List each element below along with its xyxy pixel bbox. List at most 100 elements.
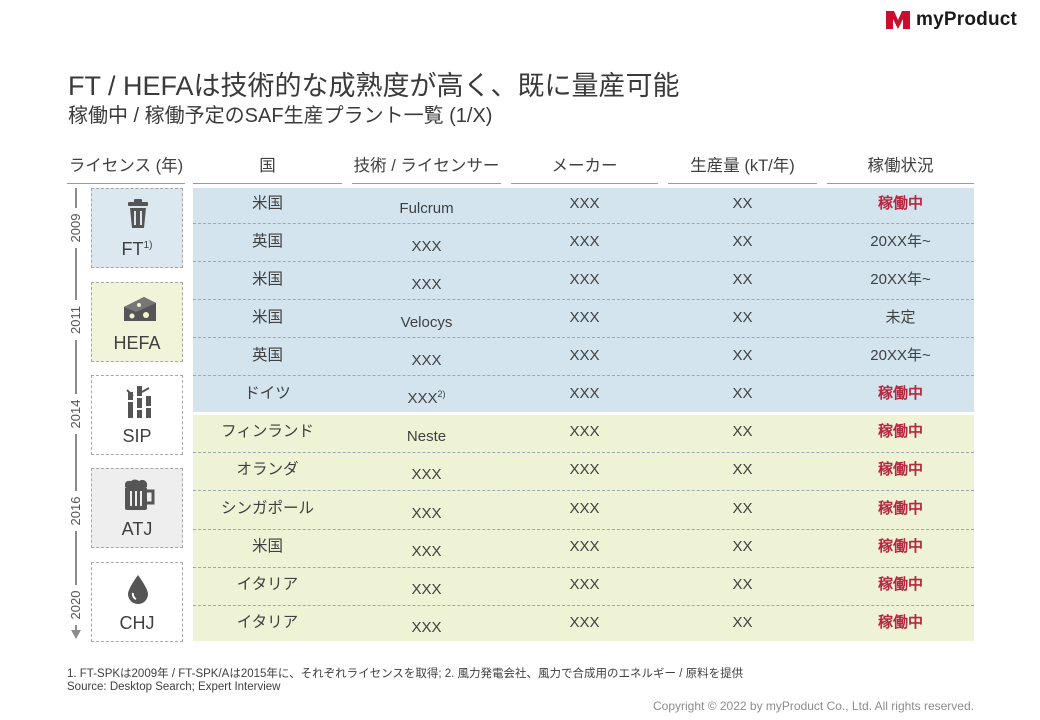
- cheese-icon: [124, 297, 156, 321]
- capacity-cell: XX: [732, 576, 753, 593]
- column-header-tech: 技術 / ライセンサー: [352, 152, 501, 184]
- country-cell: オランダ: [236, 461, 299, 478]
- status-cell: 稼働中: [877, 614, 923, 631]
- capacity-cell: XX: [732, 385, 753, 402]
- ft-rows-band: [193, 188, 974, 412]
- tech-cell: XXX: [411, 276, 442, 293]
- column-header-status: 稼働状況: [827, 152, 974, 184]
- timeline-year: 2014: [66, 394, 86, 434]
- brand-logo: myProduct: [886, 9, 1017, 31]
- maker-cell: XXX: [569, 385, 600, 402]
- license-label-ft: FT1): [121, 239, 153, 259]
- maker-cell: XXX: [569, 461, 600, 478]
- capacity-cell: XX: [732, 500, 753, 517]
- timeline-year: 2016: [66, 491, 86, 531]
- capacity-cell: XX: [732, 309, 753, 326]
- license-box-ft: FT1): [91, 188, 183, 268]
- brand-name: myProduct: [916, 9, 1018, 30]
- status-cell: 稼働中: [877, 538, 923, 555]
- row-divider: [193, 605, 974, 606]
- country-cell: 米国: [251, 309, 283, 326]
- license-label-atj: ATJ: [121, 519, 153, 539]
- tech-cell: XXX: [411, 238, 442, 255]
- brand-mark-icon: [886, 11, 910, 29]
- tech-cell: Fulcrum: [399, 200, 454, 217]
- country-cell: イタリア: [236, 576, 299, 593]
- maker-cell: XXX: [569, 347, 600, 364]
- trash-can-icon: [128, 199, 148, 228]
- water-drop-icon: [128, 575, 148, 604]
- country-cell: 米国: [251, 271, 283, 288]
- country-cell: シンガポール: [220, 500, 314, 517]
- tech-cell: XXX2): [407, 389, 446, 407]
- capacity-cell: XX: [732, 233, 753, 250]
- maker-cell: XXX: [569, 233, 600, 250]
- country-cell: フィンランド: [221, 423, 314, 440]
- country-cell: 米国: [251, 538, 283, 555]
- capacity-cell: XX: [732, 614, 753, 631]
- status-cell: 20XX年~: [870, 347, 931, 364]
- source-note: Source: Desktop Search; Expert Interview: [67, 681, 281, 693]
- license-box-sip: SIP: [91, 375, 183, 455]
- status-cell: 20XX年~: [870, 233, 931, 250]
- timeline-year: 2009: [66, 208, 86, 248]
- maker-cell: XXX: [569, 576, 600, 593]
- capacity-cell: XX: [732, 461, 753, 478]
- maker-cell: XXX: [569, 538, 600, 555]
- license-label-chj: CHJ: [119, 613, 155, 633]
- license-box-chj: CHJ: [91, 562, 183, 642]
- status-cell: 未定: [885, 309, 916, 326]
- tech-cell: Velocys: [400, 314, 453, 331]
- license-label-sip: SIP: [122, 426, 152, 446]
- timeline-year: 2020: [66, 585, 86, 625]
- license-box-atj: ATJ: [91, 468, 183, 548]
- row-divider: [193, 223, 974, 224]
- maker-cell: XXX: [569, 271, 600, 288]
- maker-cell: XXX: [569, 614, 600, 631]
- beer-mug-icon: [125, 479, 155, 510]
- maker-cell: XXX: [569, 309, 600, 326]
- tech-cell: XXX: [411, 543, 442, 560]
- row-divider: [193, 299, 974, 300]
- maker-cell: XXX: [569, 195, 600, 212]
- country-cell: 米国: [251, 195, 283, 212]
- column-header-country: 国: [193, 152, 342, 184]
- row-divider: [193, 490, 974, 491]
- row-divider: [193, 375, 974, 376]
- capacity-cell: XX: [732, 195, 753, 212]
- tech-cell: XXX: [411, 466, 442, 483]
- tech-cell: XXX: [411, 352, 442, 369]
- country-cell: 英国: [251, 233, 283, 250]
- status-cell: 稼働中: [877, 423, 923, 440]
- tech-cell: Neste: [406, 428, 447, 445]
- tech-cell: XXX: [411, 619, 442, 636]
- footnote: 1. FT-SPKは2009年 / FT-SPK/Aは2015年に、それぞれライ…: [67, 668, 744, 680]
- row-divider: [193, 567, 974, 568]
- timeline-arrow-icon: [71, 630, 81, 639]
- maker-cell: XXX: [569, 423, 600, 440]
- country-cell: イタリア: [236, 614, 299, 631]
- column-header-maker: メーカー: [511, 152, 658, 184]
- page-title: FT / HEFAは技術的な成熟度が高く、既に量産可能: [68, 71, 680, 101]
- capacity-cell: XX: [732, 423, 753, 440]
- capacity-cell: XX: [732, 347, 753, 364]
- capacity-cell: XX: [732, 538, 753, 555]
- status-cell: 稼働中: [877, 385, 923, 402]
- row-divider: [193, 529, 974, 530]
- status-cell: 20XX年~: [870, 271, 931, 288]
- column-header-capacity: 生産量 (kT/年): [668, 152, 817, 184]
- maker-cell: XXX: [569, 500, 600, 517]
- tech-cell: XXX: [411, 581, 442, 598]
- capacity-cell: XX: [732, 271, 753, 288]
- row-divider: [193, 337, 974, 338]
- copyright: Copyright © 2022 by myProduct Co., Ltd. …: [653, 699, 974, 713]
- row-divider: [193, 261, 974, 262]
- status-cell: 稼働中: [877, 576, 923, 593]
- license-label-hefa: HEFA: [113, 333, 161, 353]
- country-cell: ドイツ: [244, 385, 291, 402]
- page-subtitle: 稼働中 / 稼働予定のSAF生産プラント一覧 (1/X): [68, 105, 493, 127]
- tech-cell: XXX: [411, 505, 442, 522]
- status-cell: 稼働中: [877, 461, 923, 478]
- column-header-license: ライセンス (年): [67, 152, 185, 184]
- license-box-hefa: HEFA: [91, 282, 183, 362]
